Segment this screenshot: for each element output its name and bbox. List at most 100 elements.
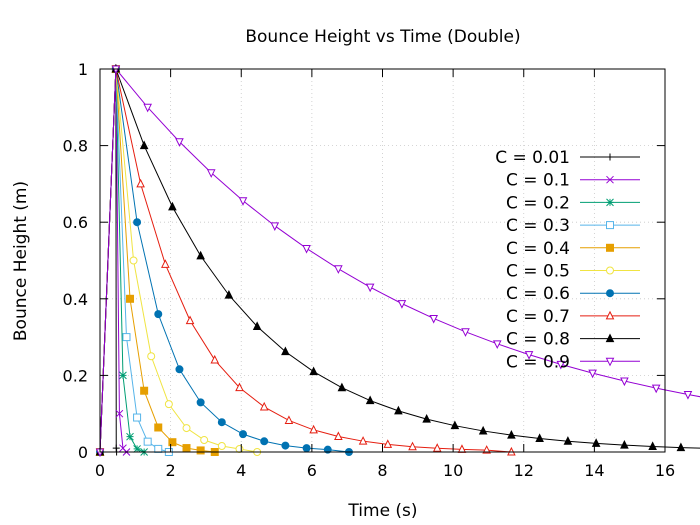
x-tick-label: 0 <box>95 461 105 480</box>
data-point <box>620 377 629 387</box>
data-point <box>164 400 173 409</box>
data-point <box>154 423 163 432</box>
data-point <box>394 405 403 415</box>
data-point <box>302 444 311 453</box>
x-axis-title: Time (s) <box>347 501 417 521</box>
legend-marker-3 <box>606 221 614 230</box>
x-tick-label: 4 <box>236 461 246 480</box>
data-point <box>429 314 439 324</box>
data-point <box>210 354 220 364</box>
data-point <box>119 371 127 380</box>
data-point <box>182 424 191 433</box>
data-point <box>175 138 184 147</box>
legend-label-4: C = 0.4 <box>506 239 570 259</box>
data-point <box>168 201 177 211</box>
legend-marker-2 <box>606 198 614 207</box>
data-point <box>281 346 290 356</box>
data-point <box>482 445 491 454</box>
data-point <box>196 446 205 455</box>
data-point <box>175 365 184 374</box>
legend-label-9: C = 0.9 <box>506 352 570 372</box>
data-point <box>284 415 294 424</box>
data-point <box>154 444 163 453</box>
data-point <box>676 442 686 452</box>
chart-title: Bounce Height vs Time (Double) <box>245 27 520 47</box>
data-point <box>588 369 597 379</box>
legend-marker-4 <box>606 243 614 252</box>
data-point <box>143 437 152 446</box>
x-tick-label: 12 <box>514 461 534 480</box>
data-point <box>260 437 269 446</box>
data-point <box>337 382 347 392</box>
data-point <box>334 431 343 441</box>
x-tick-label: 10 <box>443 461 463 480</box>
data-point <box>309 366 318 376</box>
legend-marker-0 <box>606 153 614 161</box>
data-point <box>683 391 693 400</box>
series-line-7 <box>99 68 512 453</box>
legend-marker-9 <box>605 357 615 367</box>
data-point <box>182 444 191 453</box>
data-point <box>133 445 141 453</box>
data-point <box>133 413 142 422</box>
y-tick-label: 0.2 <box>63 366 88 385</box>
data-point <box>432 443 442 452</box>
y-tick-label: 0.6 <box>63 213 88 232</box>
data-point <box>126 432 134 441</box>
data-point <box>383 439 393 448</box>
legend-label-5: C = 0.5 <box>506 262 570 282</box>
data-point <box>147 352 156 361</box>
data-point <box>139 140 149 150</box>
data-point <box>648 441 657 450</box>
data-point <box>365 283 375 293</box>
series-markers-9 <box>95 65 693 458</box>
data-point <box>620 439 629 449</box>
data-point <box>309 424 318 434</box>
data-point <box>365 395 375 405</box>
series-markers-6 <box>96 65 353 456</box>
data-point <box>196 398 205 407</box>
data-point <box>239 430 248 439</box>
data-point <box>358 436 368 445</box>
data-point <box>450 420 460 430</box>
data-point <box>492 340 502 349</box>
x-tick-label: 14 <box>584 461 604 480</box>
data-point <box>259 401 269 411</box>
data-point <box>397 300 407 309</box>
data-point <box>161 259 170 268</box>
x-tick-label: 2 <box>166 461 176 480</box>
data-point <box>563 436 573 445</box>
legend-marker-7 <box>605 310 615 320</box>
series-line-5 <box>99 68 258 453</box>
x-tick-label: 8 <box>377 461 387 480</box>
data-point <box>206 169 216 178</box>
data-point <box>185 315 195 325</box>
data-point <box>478 425 488 435</box>
data-point <box>507 430 516 439</box>
data-point <box>334 265 343 274</box>
y-tick-label: 0 <box>78 443 88 462</box>
data-point <box>238 197 248 206</box>
x-tick-label: 6 <box>307 461 317 480</box>
legend-marker-1 <box>606 175 614 184</box>
data-point <box>196 250 205 260</box>
data-point <box>235 382 244 392</box>
legend-label-6: C = 0.6 <box>506 284 570 304</box>
y-tick-label: 1 <box>78 60 88 79</box>
y-tick-label: 0.8 <box>63 137 88 156</box>
data-point <box>143 103 152 113</box>
legend: C = 0.01 C = 0.1C = 0.2 C = 0.3 C = 0.4 C = … <box>495 148 640 372</box>
data-point <box>556 360 566 370</box>
data-point <box>651 384 661 394</box>
data-point <box>302 244 311 254</box>
data-point <box>535 433 544 443</box>
y-axis-title: Bounce Height (m) <box>11 181 31 341</box>
axis-ticks: 0 2 4 6 8 10 12 14 16 0 0.2 0.4 0.6 0.8 1 <box>63 60 676 480</box>
data-point <box>115 409 124 418</box>
data-point <box>235 445 244 454</box>
data-point <box>217 418 226 427</box>
data-point <box>281 441 290 450</box>
data-point <box>422 413 431 423</box>
legend-label-0: C = 0.01 <box>495 148 570 168</box>
